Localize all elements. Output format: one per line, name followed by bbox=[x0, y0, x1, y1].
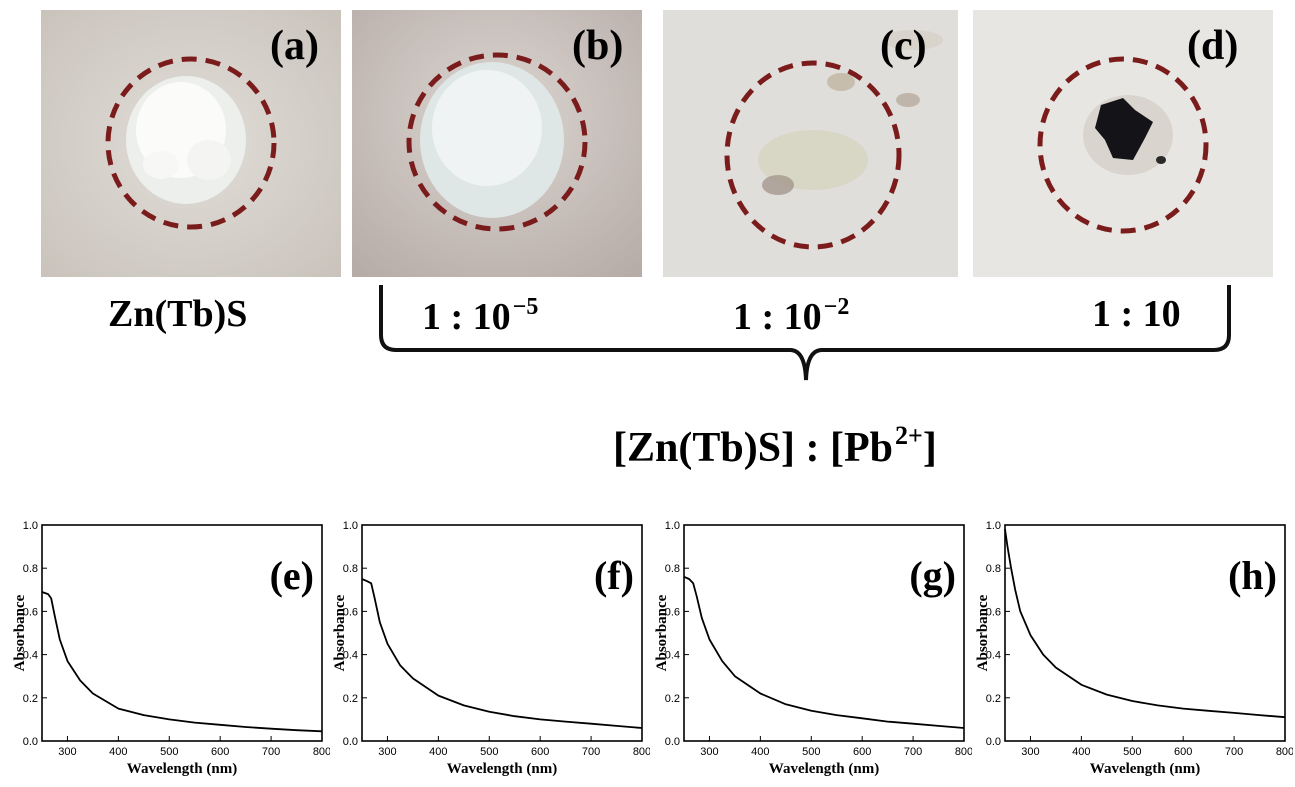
x-tick-label: 500 bbox=[802, 746, 820, 758]
y-tick-label: 0.0 bbox=[665, 736, 680, 748]
chart-panel-label: (f) bbox=[594, 553, 634, 598]
photo-panel-c bbox=[663, 10, 963, 277]
plot-frame bbox=[683, 524, 965, 742]
x-tick-label: 700 bbox=[904, 746, 922, 758]
y-tick-label: 1.0 bbox=[665, 520, 680, 532]
photo-panel-b bbox=[352, 10, 652, 277]
x-tick-label: 800 bbox=[633, 746, 650, 758]
highlight-circle bbox=[724, 60, 902, 250]
x-axis-title: Wavelength (nm) bbox=[127, 761, 237, 777]
x-tick-label: 300 bbox=[58, 746, 76, 758]
x-tick-label: 300 bbox=[700, 746, 718, 758]
y-tick-label: 0.8 bbox=[23, 563, 38, 575]
plot-frame bbox=[1004, 524, 1286, 742]
caption-zntbs: Zn(Tb)S bbox=[108, 293, 248, 335]
x-tick-label: 500 bbox=[1123, 746, 1141, 758]
y-tick-label: 0.4 bbox=[665, 650, 680, 662]
chart-panel-label: (g) bbox=[909, 553, 956, 598]
y-tick-label: 1.0 bbox=[343, 520, 358, 532]
y-tick-label: 0.6 bbox=[986, 606, 1001, 618]
x-tick-label: 700 bbox=[1225, 746, 1243, 758]
absorbance-curve bbox=[683, 575, 965, 729]
y-tick-label: 0.2 bbox=[343, 693, 358, 705]
y-tick-label: 1.0 bbox=[986, 520, 1001, 532]
x-tick-label: 400 bbox=[1072, 746, 1090, 758]
x-tick-label: 600 bbox=[853, 746, 871, 758]
y-tick-label: 0.0 bbox=[986, 736, 1001, 748]
ratio-exponent: −5 bbox=[512, 294, 539, 320]
absorbance-chart-h: 300 400 500 600 700 800 0.0 0.2 0.4 0.6 0.8 1.0 Wave… bbox=[975, 520, 1293, 777]
y-tick-label: 0.8 bbox=[986, 563, 1001, 575]
y-tick-label: 0.8 bbox=[665, 563, 680, 575]
x-tick-label: 300 bbox=[1021, 746, 1039, 758]
x-tick-label: 500 bbox=[160, 746, 178, 758]
x-tick-label: 700 bbox=[582, 746, 600, 758]
absorbance-chart-g: 300 400 500 600 700 800 0.0 0.2 0.4 0.6 0.8 1.0 Wave… bbox=[654, 520, 972, 777]
highlight-circle bbox=[1037, 56, 1209, 234]
panel-label-d: (d) bbox=[1187, 23, 1239, 69]
photo-panel-d bbox=[973, 10, 1273, 277]
panel-label-b: (b) bbox=[572, 23, 624, 69]
x-tick-label: 700 bbox=[262, 746, 280, 758]
group-label-prefix: [Zn(Tb)S] : [Pb bbox=[613, 425, 894, 471]
y-axis-title: Absorbance bbox=[975, 594, 991, 671]
x-tick-label: 800 bbox=[955, 746, 972, 758]
x-tick-label: 500 bbox=[480, 746, 498, 758]
ratio-label-c: 1 : 10−2 bbox=[733, 295, 849, 336]
y-tick-label: 0.6 bbox=[343, 606, 358, 618]
y-tick-label: 0.4 bbox=[23, 650, 38, 662]
y-axis-title: Absorbance bbox=[12, 594, 28, 671]
highlight-circle bbox=[105, 56, 277, 230]
x-tick-label: 600 bbox=[531, 746, 549, 758]
ratio-base: 1 : 10 bbox=[422, 296, 511, 338]
y-tick-label: 0.0 bbox=[23, 736, 38, 748]
absorbance-chart-e: 300 400 500 600 700 800 0.0 0.2 0.4 0.6 0.8 1.0 Wave… bbox=[12, 520, 330, 777]
y-axis-title: Absorbance bbox=[654, 594, 670, 671]
group-label-suffix: ] bbox=[922, 425, 937, 471]
x-tick-label: 400 bbox=[429, 746, 447, 758]
y-tick-label: 0.4 bbox=[343, 650, 358, 662]
chart-panel-label: (h) bbox=[1228, 553, 1277, 598]
y-tick-label: 0.2 bbox=[986, 693, 1001, 705]
absorbance-curve bbox=[41, 591, 323, 733]
x-tick-label: 800 bbox=[313, 746, 330, 758]
ratio-label-b: 1 : 10−5 bbox=[422, 295, 538, 336]
x-tick-label: 300 bbox=[378, 746, 396, 758]
absorbance-curve bbox=[1004, 529, 1286, 719]
y-tick-label: 0.8 bbox=[343, 563, 358, 575]
y-tick-label: 0.2 bbox=[665, 693, 680, 705]
absorbance-chart-f: 300 400 500 600 700 800 0.0 0.2 0.4 0.6 0.8 1.0 Wave… bbox=[332, 520, 650, 777]
group-label: [Zn(Tb)S] : [Pb2+] bbox=[613, 421, 937, 471]
x-axis-title: Wavelength (nm) bbox=[447, 761, 557, 777]
x-tick-label: 800 bbox=[1276, 746, 1293, 758]
plot-frame bbox=[41, 524, 323, 742]
x-axis-title: Wavelength (nm) bbox=[769, 761, 879, 777]
x-tick-label: 600 bbox=[211, 746, 229, 758]
x-tick-label: 400 bbox=[751, 746, 769, 758]
chart-panel-label: (e) bbox=[270, 553, 314, 598]
y-tick-label: 0.0 bbox=[343, 736, 358, 748]
y-tick-label: 0.6 bbox=[23, 606, 38, 618]
y-tick-label: 0.2 bbox=[23, 693, 38, 705]
group-brace bbox=[379, 285, 1231, 381]
x-tick-label: 400 bbox=[109, 746, 127, 758]
highlight-circle bbox=[406, 52, 588, 232]
y-axis-title: Absorbance bbox=[332, 594, 348, 671]
panel-label-a: (a) bbox=[270, 23, 319, 69]
ratio-label-d: 1 : 10 bbox=[1092, 293, 1181, 335]
x-tick-label: 600 bbox=[1174, 746, 1192, 758]
plot-frame bbox=[361, 524, 643, 742]
y-tick-label: 0.4 bbox=[986, 650, 1001, 662]
y-tick-label: 1.0 bbox=[23, 520, 38, 532]
absorbance-curve bbox=[361, 578, 643, 729]
y-tick-label: 0.6 bbox=[665, 606, 680, 618]
ratio-exponent: −2 bbox=[823, 294, 850, 320]
panel-label-c: (c) bbox=[880, 23, 927, 69]
ratio-base: 1 : 10 bbox=[733, 296, 822, 338]
x-axis-title: Wavelength (nm) bbox=[1090, 761, 1200, 777]
group-label-sup: 2+ bbox=[895, 421, 923, 450]
photo-panel-a bbox=[41, 10, 341, 277]
